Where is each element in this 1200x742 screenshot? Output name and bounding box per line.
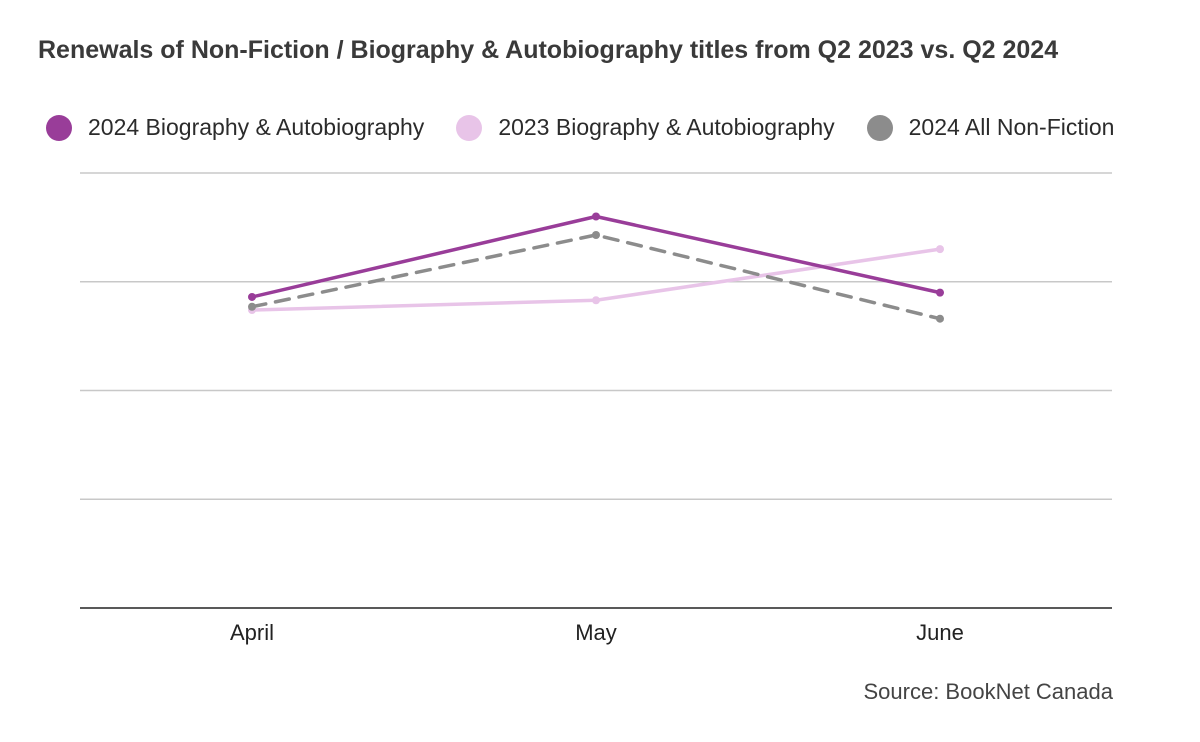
data-point <box>592 296 600 305</box>
legend-swatch-2024-biography <box>46 114 72 141</box>
legend-item-2024-biography[interactable]: 2024 Biography & Autobiography <box>46 114 424 141</box>
data-point <box>592 212 600 221</box>
data-point <box>592 230 600 239</box>
data-point <box>248 302 256 311</box>
legend-label: 2023 Biography & Autobiography <box>498 114 835 140</box>
legend: 2024 Biography & Autobiography 2023 Biog… <box>46 114 1146 141</box>
legend-swatch-2023-biography <box>456 114 483 141</box>
x-tick-label: April <box>230 620 274 645</box>
legend-item-2024-all-nonfiction[interactable]: 2024 All Non-Fiction <box>866 114 1115 141</box>
x-tick-label: June <box>916 620 964 645</box>
x-tick-label: May <box>575 620 617 645</box>
data-point <box>936 245 944 254</box>
chart-title: Renewals of Non-Fiction / Biography & Au… <box>38 36 1059 64</box>
data-point <box>248 292 256 301</box>
legend-item-2023-biography[interactable]: 2023 Biography & Autobiography <box>456 114 835 141</box>
legend-label: 2024 Biography & Autobiography <box>88 114 425 140</box>
data-point <box>936 314 944 323</box>
legend-swatch-2024-all-nonfiction <box>866 114 893 141</box>
source-note: Source: BookNet Canada <box>863 679 1114 704</box>
data-point <box>936 288 944 297</box>
legend-label: 2024 All Non-Fiction <box>908 114 1115 140</box>
